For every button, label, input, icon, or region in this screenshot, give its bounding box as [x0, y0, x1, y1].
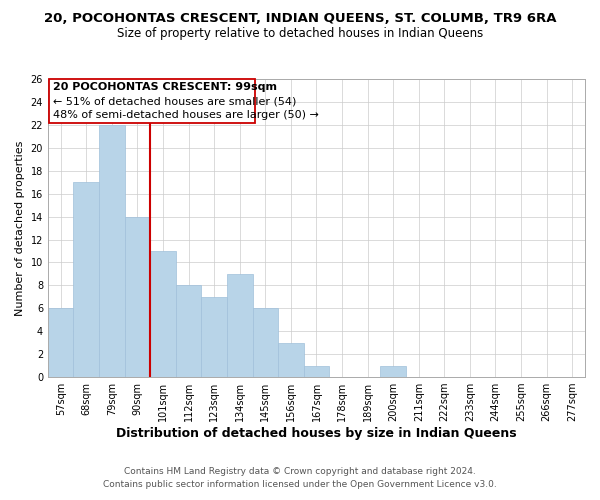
Text: 20, POCOHONTAS CRESCENT, INDIAN QUEENS, ST. COLUMB, TR9 6RA: 20, POCOHONTAS CRESCENT, INDIAN QUEENS, …	[44, 12, 556, 26]
Bar	[99, 125, 125, 377]
Bar	[202, 297, 227, 377]
Bar	[48, 308, 73, 377]
Bar	[150, 251, 176, 377]
Bar	[380, 366, 406, 377]
Y-axis label: Number of detached properties: Number of detached properties	[15, 140, 25, 316]
Text: Contains HM Land Registry data © Crown copyright and database right 2024.: Contains HM Land Registry data © Crown c…	[124, 467, 476, 476]
Text: Contains public sector information licensed under the Open Government Licence v3: Contains public sector information licen…	[103, 480, 497, 489]
Text: Size of property relative to detached houses in Indian Queens: Size of property relative to detached ho…	[117, 28, 483, 40]
Bar	[227, 274, 253, 377]
Text: 20 POCOHONTAS CRESCENT: 99sqm: 20 POCOHONTAS CRESCENT: 99sqm	[53, 82, 277, 92]
Text: ← 51% of detached houses are smaller (54): ← 51% of detached houses are smaller (54…	[53, 96, 296, 106]
Bar	[304, 366, 329, 377]
Bar	[278, 342, 304, 377]
Bar	[253, 308, 278, 377]
Bar	[73, 182, 99, 377]
Text: 48% of semi-detached houses are larger (50) →: 48% of semi-detached houses are larger (…	[53, 110, 319, 120]
X-axis label: Distribution of detached houses by size in Indian Queens: Distribution of detached houses by size …	[116, 427, 517, 440]
FancyBboxPatch shape	[49, 79, 255, 122]
Bar	[176, 286, 202, 377]
Bar	[125, 216, 150, 377]
